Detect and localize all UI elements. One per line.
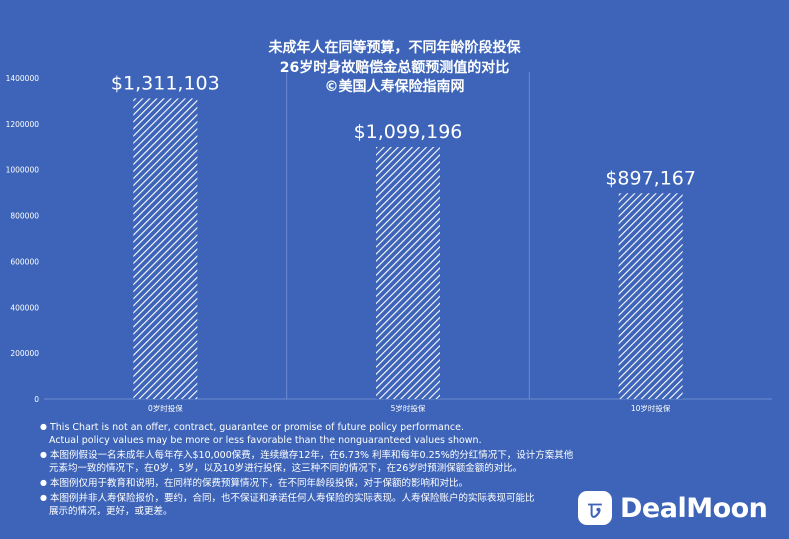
y-tick-label: 600000: [10, 257, 39, 266]
y-tick-label: 0: [34, 395, 39, 404]
footnote-4-line-1: 本图例并非人寿保险报价，要约，合同，也不保证和承诺任何人寿保险的实际表现。人寿保…: [49, 493, 535, 504]
footnote-4: ● 本图例并非人寿保险报价，要约，合同，也不保证和承诺任何人寿保险的实际表现。人寿…: [40, 491, 660, 518]
footnote-2: ● 本图例假设一名未成年人每年存入$10,000保费，连续缴存12年，在6.73%…: [40, 448, 660, 475]
y-tick-label: 400000: [10, 303, 39, 312]
footnote-2-line-2: 元素均一致的情况下，在0岁，5岁，以及10岁进行投保，这三种不同的情况下，在26…: [49, 463, 523, 474]
bullet-icon: ●: [40, 478, 47, 487]
x-tick-label: 0岁时投保: [148, 403, 183, 413]
y-tick-label: 800000: [10, 212, 39, 221]
bar: [133, 98, 198, 399]
bullet-icon: ●: [40, 422, 47, 431]
footnote-1: ● This Chart is not an offer, contract, g…: [40, 420, 660, 447]
chart-title-line-3: ©美国人寿保险指南网: [324, 79, 465, 95]
footnotes: ● This Chart is not an offer, contract, g…: [40, 420, 660, 519]
bars-layer: [133, 98, 683, 399]
bullet-icon: ●: [40, 450, 47, 459]
bar-chart: 0 200000 400000 600000 800000 1000000 1200000 1…: [6, 72, 772, 413]
chart-title-line-1: 未成年人在同等预算，不同年龄阶段投保: [268, 40, 521, 56]
y-tick-label: 1400000: [6, 74, 40, 83]
labels-layer: 0 200000 400000 600000 800000 1000000 1200000 1…: [6, 72, 696, 413]
data-label: $1,099,196: [354, 121, 463, 143]
chart-title-line-2: 26岁时身故赔偿金总额预测值的对比: [279, 60, 510, 76]
bar: [618, 193, 683, 399]
data-label: $1,311,103: [111, 72, 220, 94]
footnote-4-line-2: 展示的情况，更好，或更差。: [49, 506, 173, 517]
dealmoon-logo-text: DealMoon: [620, 492, 768, 524]
y-tick-label: 200000: [10, 349, 39, 358]
footnote-1-line-2: Actual policy values may be more or less…: [49, 435, 482, 446]
y-tick-label: 1000000: [6, 166, 40, 175]
dealmoon-logo: ঢ DealMoon: [578, 488, 768, 528]
footnote-1-line-1: This Chart is not an offer, contract, gu…: [49, 422, 464, 433]
x-tick-label: 10岁时投保: [631, 403, 671, 413]
footnote-3-line-1: 本图例仅用于教育和说明，在同样的保费预算情况下，在不同年龄段投保，对于保额的影响…: [49, 478, 468, 489]
footnote-2-line-1: 本图例假设一名未成年人每年存入$10,000保费，连续缴存12年，在6.73% …: [49, 450, 574, 461]
data-label: $897,167: [605, 167, 696, 189]
dealmoon-logo-icon: ঢ: [578, 491, 612, 525]
footnote-3: ● 本图例仅用于教育和说明，在同样的保费预算情况下，在不同年龄段投保，对于保额的影…: [40, 476, 660, 490]
bullet-icon: ●: [40, 493, 47, 502]
y-tick-label: 1200000: [6, 120, 40, 129]
x-tick-label: 5岁时投保: [391, 403, 426, 413]
bar: [376, 146, 440, 399]
